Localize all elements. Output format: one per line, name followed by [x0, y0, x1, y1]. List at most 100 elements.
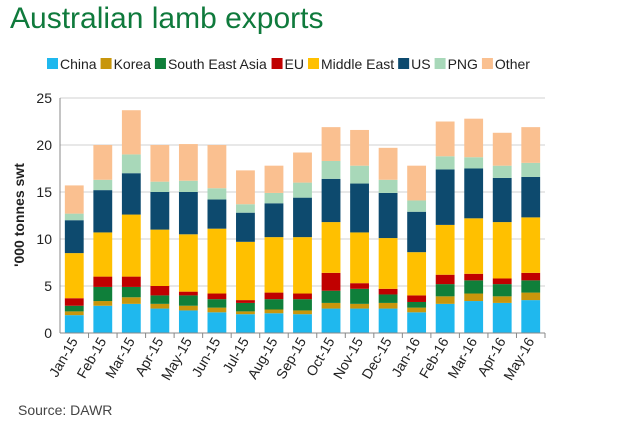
bar-segment-eu-jun-15 [207, 293, 227, 300]
bar-segment-other-jan-16 [407, 165, 427, 201]
bar-segment-korea-jan-15 [64, 311, 84, 316]
bar-segment-eu-sep-15 [293, 293, 312, 300]
bar-segment-middle-east-sep-15 [293, 237, 312, 294]
bar-segment-middle-east-feb-15 [93, 232, 113, 277]
bar-segment-south-east-asia-jan-16 [407, 301, 427, 308]
bar-segment-middle-east-apr-16 [492, 222, 512, 279]
legend-swatch-korea [100, 58, 112, 69]
bar-segment-png-jul-15 [236, 204, 255, 213]
bar-segment-png-jan-16 [407, 200, 427, 212]
bar-segment-eu-feb-16 [435, 274, 455, 285]
bar-segment-middle-east-jun-15 [207, 228, 227, 294]
bar-segment-korea-feb-16 [435, 296, 455, 304]
bar-segment-south-east-asia-jan-15 [64, 305, 84, 312]
bar-segment-other-oct-15 [321, 127, 341, 161]
bar-segment-china-feb-15 [93, 305, 113, 333]
bar-segment-china-jan-16 [407, 312, 427, 333]
bar-segment-png-mar-15 [121, 154, 141, 174]
bar-segment-korea-jun-15 [207, 307, 227, 313]
bar-segment-us-apr-16 [492, 177, 512, 223]
legend-label-png: PNG [448, 56, 478, 72]
bar-segment-south-east-asia-jun-15 [207, 299, 227, 308]
y-tick-label: 5 [44, 278, 52, 294]
bar-segment-south-east-asia-feb-16 [435, 284, 455, 297]
bar-segment-korea-dec-15 [378, 302, 398, 309]
bar-segment-korea-nov-15 [350, 303, 369, 309]
bar-segment-china-feb-16 [435, 303, 455, 333]
bar-segment-south-east-asia-mar-16 [464, 280, 484, 294]
bar-segment-china-may-15 [178, 310, 198, 333]
bar-segment-other-dec-15 [378, 147, 398, 180]
legend: China Korea South East Asia EU Middle East US… [47, 56, 530, 72]
bar-segment-south-east-asia-aug-15 [264, 299, 284, 310]
bar-segment-middle-east-aug-15 [264, 237, 284, 293]
bar-segment-us-feb-15 [93, 190, 113, 233]
x-tick-labels: Jan-15Feb-15Mar-15Apr-15May-15Jun-15Jul-… [46, 334, 538, 383]
bar-segment-middle-east-jan-16 [407, 252, 427, 296]
legend-label-south-east-asia: South East Asia [168, 56, 267, 72]
bar-segment-us-jan-15 [64, 220, 84, 254]
bar-segment-png-aug-15 [264, 192, 284, 204]
bar-segment-png-sep-15 [293, 182, 312, 198]
bars [64, 110, 541, 333]
y-tick-label: 25 [36, 90, 52, 106]
bar-segment-middle-east-mar-15 [121, 214, 141, 277]
bar-segment-korea-jul-15 [236, 311, 255, 315]
legend-label-us: US [411, 56, 430, 72]
bar-segment-other-mar-15 [121, 110, 141, 155]
bar-segment-us-aug-15 [264, 203, 284, 238]
bar-segment-middle-east-may-16 [521, 217, 541, 273]
bar-segment-us-mar-15 [121, 173, 141, 215]
bar-segment-eu-mar-16 [464, 273, 484, 281]
bar-segment-china-aug-15 [264, 313, 284, 333]
bar-segment-other-nov-15 [350, 129, 369, 166]
bar-segment-other-jan-15 [64, 185, 84, 214]
bar-segment-other-jun-15 [207, 145, 227, 189]
bar-segment-middle-east-nov-15 [350, 232, 369, 284]
bar-segment-other-jul-15 [236, 170, 255, 205]
bar-segment-eu-nov-15 [350, 283, 369, 289]
bar-segment-other-sep-15 [293, 152, 312, 183]
source-note: Source: DAWR [18, 402, 113, 418]
bar-segment-png-dec-15 [378, 179, 398, 193]
bar-segment-middle-east-dec-15 [378, 238, 398, 289]
bar-segment-png-feb-16 [435, 156, 455, 170]
bar-segment-eu-mar-15 [121, 276, 141, 287]
bar-segment-other-may-15 [178, 144, 198, 181]
bar-segment-korea-mar-16 [464, 293, 484, 302]
bar-segment-us-sep-15 [293, 197, 312, 238]
bar-segment-us-apr-15 [150, 192, 170, 230]
legend-swatch-china [47, 58, 58, 69]
bar-segment-png-oct-15 [321, 160, 341, 179]
bar-segment-eu-feb-15 [93, 276, 113, 287]
bar-segment-south-east-asia-dec-15 [378, 294, 398, 303]
bar-segment-south-east-asia-may-16 [521, 280, 541, 293]
bar-segment-eu-oct-15 [321, 272, 341, 291]
bar-segment-png-apr-16 [492, 165, 512, 178]
bar-segment-png-may-15 [178, 180, 198, 192]
bar-segment-china-mar-15 [121, 303, 141, 333]
legend-swatch-south-east-asia [154, 58, 166, 69]
y-tick-label: 10 [36, 231, 52, 247]
bar-segment-us-nov-15 [350, 183, 369, 233]
bar-segment-other-apr-16 [492, 132, 512, 166]
bar-segment-korea-feb-15 [93, 301, 113, 306]
bar-segment-middle-east-oct-15 [321, 222, 341, 273]
bar-segment-eu-jan-15 [64, 298, 84, 306]
bar-segment-korea-sep-15 [293, 310, 312, 315]
bar-segment-png-mar-16 [464, 157, 484, 169]
y-tick-labels: 0 5 10 15 20 25 [36, 90, 52, 341]
bar-segment-us-jan-16 [407, 211, 427, 253]
bar-segment-china-apr-16 [492, 302, 512, 333]
bar-segment-png-may-16 [521, 162, 541, 177]
bar-segment-png-feb-15 [93, 179, 113, 191]
bar-segment-middle-east-jan-15 [64, 253, 84, 299]
bar-segment-south-east-asia-nov-15 [350, 288, 369, 304]
legend-label-china: China [60, 56, 97, 72]
bar-segment-korea-oct-15 [321, 302, 341, 309]
chart-title: Australian lamb exports [10, 2, 324, 35]
bar-segment-south-east-asia-oct-15 [321, 290, 341, 303]
axes [59, 98, 546, 338]
legend-swatch-other [481, 58, 493, 69]
